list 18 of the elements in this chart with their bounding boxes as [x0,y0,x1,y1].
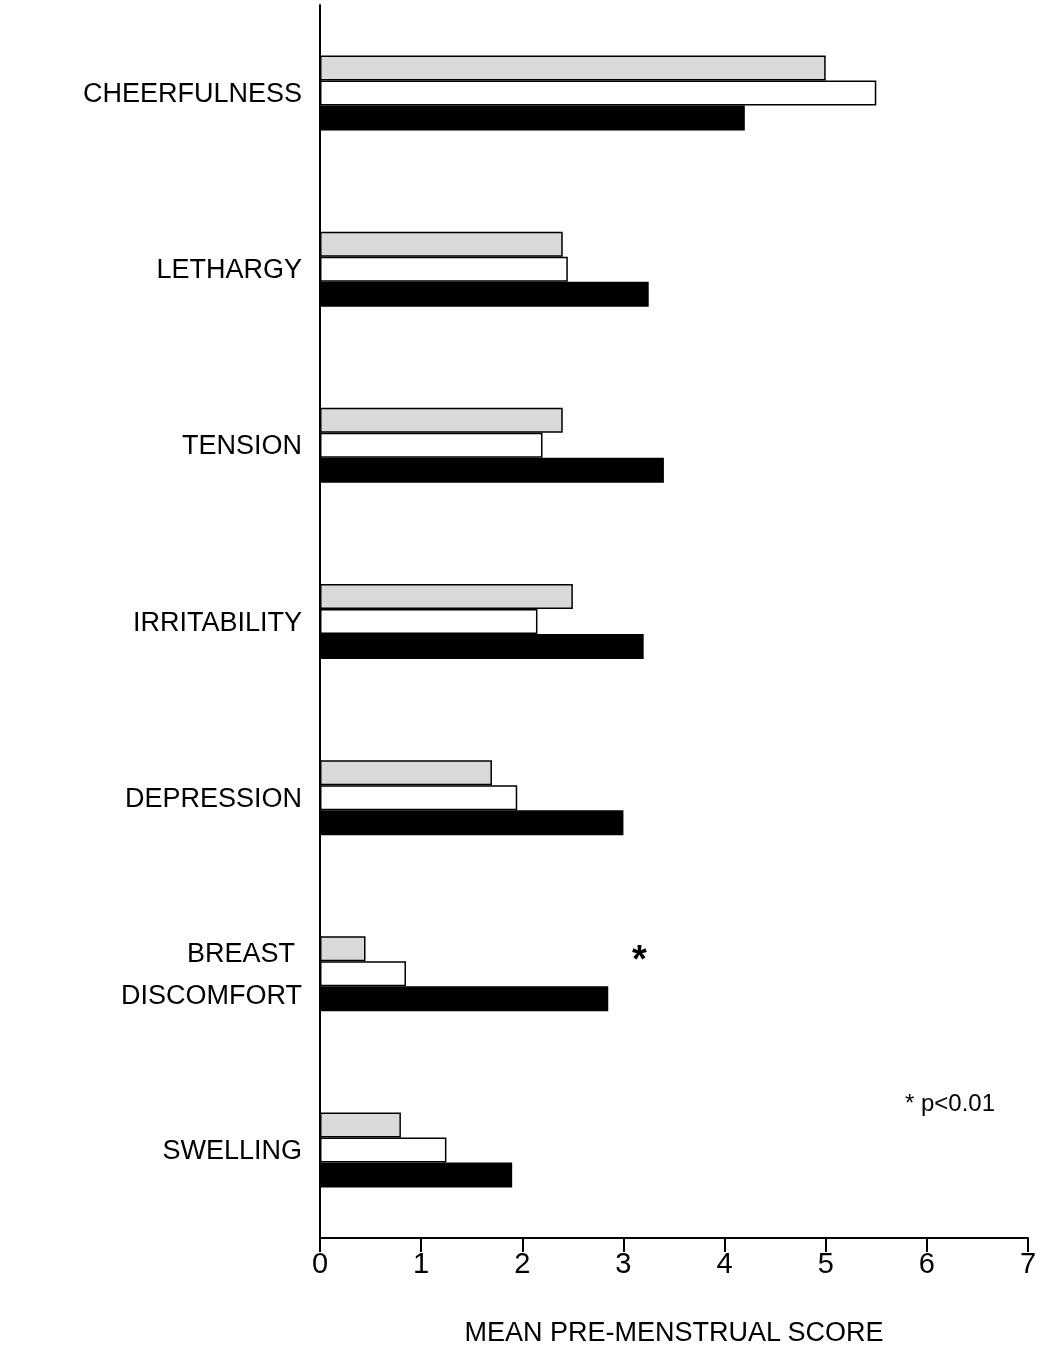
y-tick-label: LETHARGY [156,254,302,285]
y-tick-label: SWELLING [162,1134,302,1165]
x-tick-label: 7 [1019,1246,1037,1279]
x-axis-title: MEAN PRE-MENSTRUAL SCORE [464,1316,884,1347]
annotation: * [632,938,647,980]
x-tick-label: 5 [817,1246,834,1279]
y-tick-label: TENSION [181,430,302,461]
y-tick-label: CHEERFULNESS [82,78,302,109]
y-tick-label: BREAST DISCOMFORT [121,937,302,1010]
y-tick-label: IRRITABILITY [132,606,302,637]
x-tick-label: 4 [716,1246,733,1279]
x-tick-label: 0 [311,1246,329,1279]
x-tick-label: 6 [918,1246,935,1279]
x-tick-label: 2 [514,1246,531,1279]
x-tick-label: 1 [413,1246,430,1279]
y-tick-label: DEPRESSION [124,782,302,813]
annotation: * p<0.01 [904,1088,996,1116]
x-tick-label: 3 [615,1246,632,1279]
